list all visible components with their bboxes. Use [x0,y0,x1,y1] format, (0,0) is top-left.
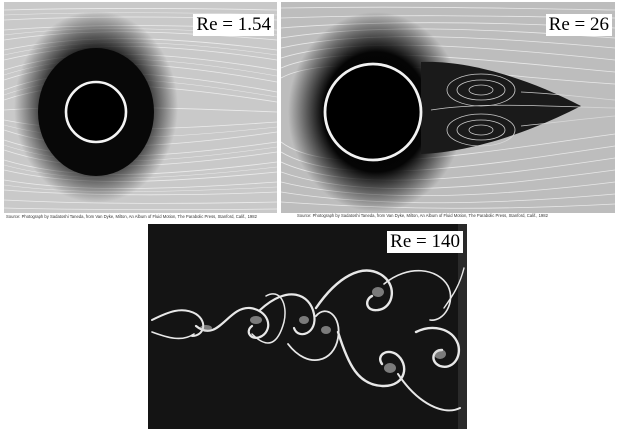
flow-photo-re-140: Re = 140 [148,224,467,429]
reynolds-number-label: Re = 26 [545,14,612,36]
reynolds-number-label: Re = 1.54 [193,14,274,36]
streamline-photo-separated-flow [281,2,615,213]
vortex-street-photo [148,224,467,429]
photo-source-caption: Source: Photograph by Sadatoshi Taneda, … [297,213,548,218]
reynolds-number-label: Re = 140 [387,231,463,253]
flow-photo-re-26: Re = 26 [281,2,615,213]
photo-source-caption: Source: Photograph by Sadatoshi Taneda, … [6,214,257,219]
streamline-photo-creeping-flow [4,2,277,213]
flow-photo-re-1-54: Re = 1.54 [4,2,277,213]
